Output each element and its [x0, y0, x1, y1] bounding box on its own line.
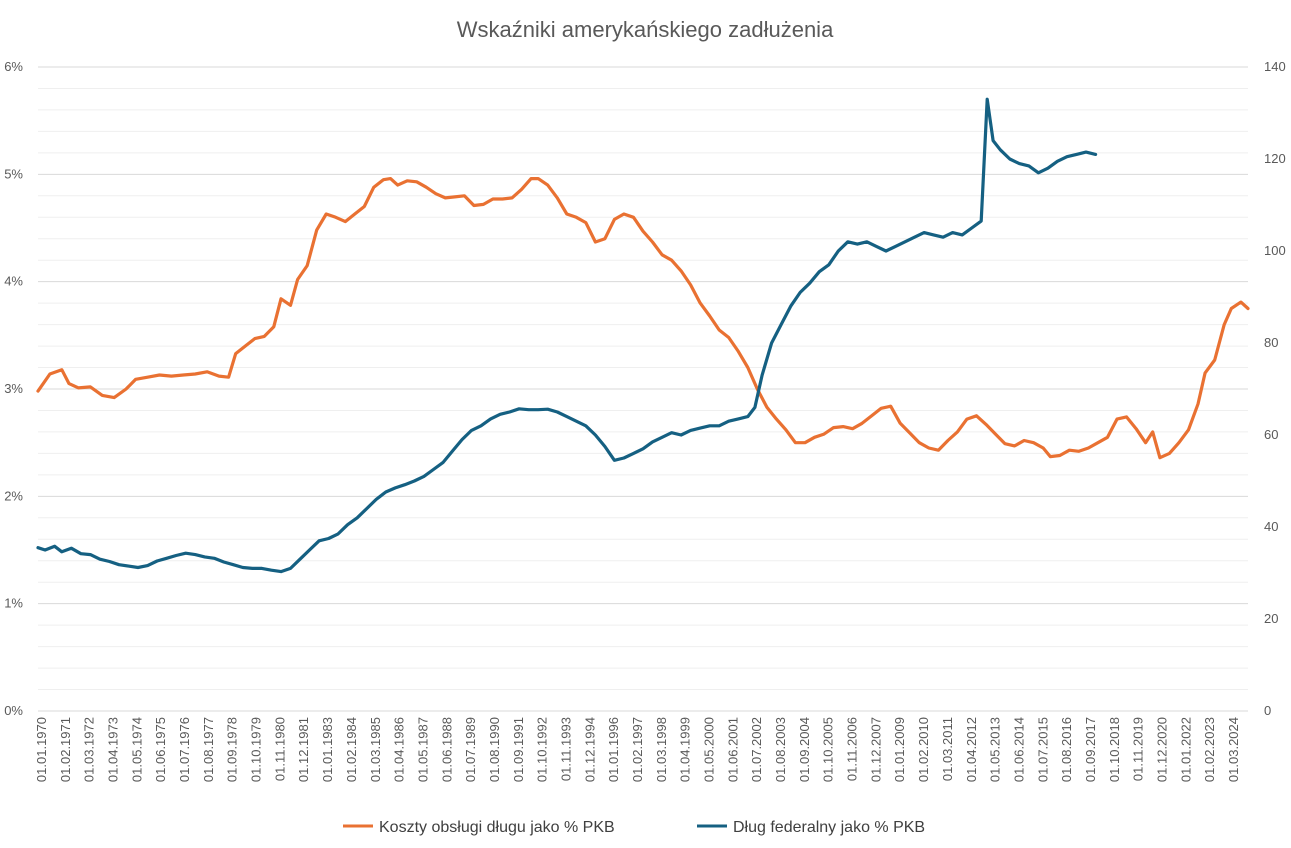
- x-axis-tick-label: 01.03.1972: [82, 717, 97, 782]
- x-axis-tick-label: 01.02.2010: [916, 717, 931, 782]
- x-axis-tick-label: 01.07.2015: [1035, 717, 1050, 782]
- left-axis-tick-label: 2%: [4, 488, 23, 503]
- legend: Koszty obsługi długu jako % PKB Dług fed…: [343, 819, 925, 836]
- right-axis-tick-label: 120: [1264, 151, 1286, 166]
- x-axis-tick-label: 01.10.1979: [249, 717, 264, 782]
- x-axis-tick-label: 01.01.2022: [1178, 717, 1193, 782]
- left-axis-tick-label: 1%: [4, 596, 23, 611]
- x-axis-tick-label: 01.06.1988: [439, 717, 454, 782]
- right-axis-ticks: 0 20 40 60 80 100 120 140: [1264, 59, 1286, 718]
- legend-label-federal-debt: Dług federalny jako % PKB: [733, 819, 925, 836]
- right-axis-tick-label: 20: [1264, 611, 1278, 626]
- x-axis-tick-label: 01.06.1975: [153, 717, 168, 782]
- x-axis-tick-label: 01.07.2002: [749, 717, 764, 782]
- x-axis-tick-label: 01.07.1989: [463, 717, 478, 782]
- x-axis-tick-label: 01.09.1978: [225, 717, 240, 782]
- series-line-debt-service: [36, 177, 1250, 460]
- right-axis-tick-label: 0: [1264, 703, 1271, 718]
- x-axis-tick-label: 01.02.1984: [344, 717, 359, 782]
- x-axis-tick-label: 01.11.1993: [558, 717, 573, 781]
- left-axis-tick-label: 6%: [4, 59, 23, 74]
- x-axis-tick-label: 01.08.2016: [1059, 717, 1074, 782]
- x-axis-tick-label: 01.09.1991: [511, 717, 526, 782]
- x-axis-tick-label: 01.01.1996: [606, 717, 621, 782]
- x-axis-tick-label: 01.01.1983: [320, 717, 335, 782]
- gridlines: [38, 66, 1248, 712]
- series-line-federal-debt: [36, 97, 1098, 574]
- x-axis-tick-label: 01.12.1994: [582, 717, 597, 782]
- x-axis-tick-label: 01.11.2019: [1131, 717, 1146, 781]
- x-axis-tick-label: 01.04.1973: [106, 717, 121, 782]
- x-axis-tick-label: 01.06.2001: [725, 717, 740, 782]
- x-axis-tick-label: 01.12.2020: [1154, 717, 1169, 782]
- x-axis-tick-label: 01.01.1970: [34, 717, 49, 782]
- right-axis-tick-label: 100: [1264, 243, 1286, 258]
- x-axis-tick-label: 01.03.2024: [1226, 717, 1241, 782]
- x-axis-tick-label: 01.04.1986: [392, 717, 407, 782]
- x-axis-tick-label: 01.04.2012: [964, 717, 979, 782]
- x-axis-tick-label: 01.03.1998: [654, 717, 669, 782]
- x-axis-tick-label: 01.04.1999: [678, 717, 693, 782]
- x-axis-tick-label: 01.10.2018: [1107, 717, 1122, 782]
- right-axis-tick-label: 80: [1264, 335, 1278, 350]
- legend-label-debt-service: Koszty obsługi długu jako % PKB: [379, 819, 615, 836]
- x-axis-tick-label: 01.01.2009: [892, 717, 907, 782]
- left-axis-tick-label: 3%: [4, 381, 23, 396]
- left-axis-tick-label: 5%: [4, 166, 23, 181]
- x-axis-tick-label: 01.05.2000: [702, 717, 717, 782]
- chart-title: Wskaźniki amerykańskiego zadłużenia: [457, 17, 834, 42]
- x-axis-tick-label: 01.03.2011: [940, 717, 955, 781]
- x-axis-tick-label: 01.10.2005: [821, 717, 836, 782]
- right-axis-tick-label: 60: [1264, 427, 1278, 442]
- x-axis-tick-label: 01.09.2004: [797, 717, 812, 782]
- x-axis-tick-label: 01.05.1974: [129, 717, 144, 782]
- x-axis-tick-label: 01.09.2017: [1083, 717, 1098, 782]
- x-axis-ticks: 01.01.1970 01.02.1971 01.03.1972 01.04.1973…: [34, 717, 1241, 782]
- x-axis-tick-label: 01.05.1987: [415, 717, 430, 782]
- x-axis-tick-label: 01.08.1977: [201, 717, 216, 782]
- left-axis-tick-label: 4%: [4, 274, 23, 289]
- x-axis-tick-label: 01.10.1992: [535, 717, 550, 782]
- x-axis-tick-label: 01.02.1997: [630, 717, 645, 782]
- x-axis-tick-label: 01.12.2007: [868, 717, 883, 782]
- x-axis-tick-label: 01.03.1985: [368, 717, 383, 782]
- x-axis-tick-label: 01.12.1981: [296, 717, 311, 782]
- series-lines: [36, 97, 1250, 574]
- x-axis-tick-label: 01.05.2013: [988, 717, 1003, 782]
- x-axis-tick-label: 01.07.1976: [177, 717, 192, 782]
- right-axis-tick-label: 140: [1264, 59, 1286, 74]
- x-axis-tick-label: 01.02.2023: [1202, 717, 1217, 782]
- x-axis-tick-label: 01.06.2014: [1011, 717, 1026, 782]
- left-axis-tick-label: 0%: [4, 703, 23, 718]
- x-axis-tick-label: 01.08.1990: [487, 717, 502, 782]
- x-axis-tick-label: 01.11.1980: [272, 717, 287, 781]
- x-axis-tick-label: 01.11.2006: [845, 717, 860, 781]
- left-axis-ticks: 0% 1% 2% 3% 4% 5% 6%: [4, 59, 23, 718]
- right-axis-tick-label: 40: [1264, 519, 1278, 534]
- x-axis-tick-label: 01.08.2003: [773, 717, 788, 782]
- x-axis-tick-label: 01.02.1971: [58, 717, 73, 782]
